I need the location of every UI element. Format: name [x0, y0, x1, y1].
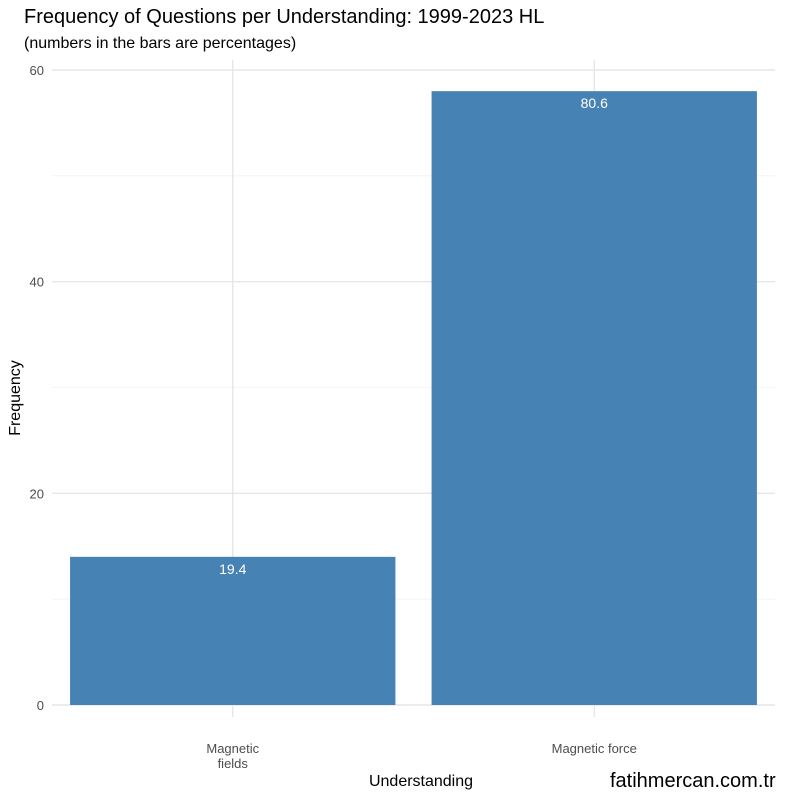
- x-axis-label: Understanding: [368, 773, 474, 790]
- y-tick-label: 20: [30, 486, 44, 501]
- bar: [431, 91, 757, 705]
- watermark: fatihmercan.com.tr: [610, 770, 776, 792]
- y-tick-label: 40: [30, 275, 44, 290]
- x-tick-label: fields: [218, 756, 249, 771]
- x-tick-label: Magnetic: [206, 741, 259, 756]
- bar-value-label: 80.6: [581, 95, 608, 111]
- x-tick-label: Magnetic force: [552, 741, 637, 756]
- chart-subtitle: (numbers in the bars are percentages): [24, 35, 297, 52]
- y-tick-label: 60: [30, 63, 44, 78]
- bar: [70, 556, 396, 705]
- y-tick-label: 0: [37, 698, 44, 713]
- bar-value-label: 19.4: [219, 561, 246, 577]
- chart-title: Frequency of Questions per Understanding…: [24, 6, 545, 28]
